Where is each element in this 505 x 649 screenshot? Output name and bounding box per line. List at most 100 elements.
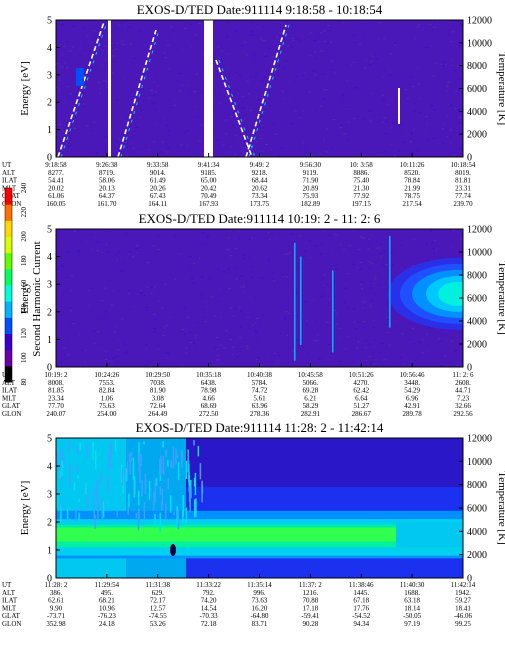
noise-cell bbox=[383, 69, 386, 71]
table-cell: -46.06 bbox=[454, 612, 473, 620]
noise-cell bbox=[406, 98, 409, 100]
heatmap-streak bbox=[66, 508, 69, 519]
table-cell: 77.70 bbox=[48, 402, 64, 410]
noise-cell bbox=[153, 149, 156, 151]
noise-cell bbox=[215, 348, 219, 350]
heatmap-streak bbox=[133, 475, 136, 498]
noise-cell bbox=[164, 283, 167, 285]
noise-cell bbox=[368, 261, 371, 263]
noise-cell bbox=[387, 104, 390, 106]
noise-cell bbox=[458, 116, 461, 118]
noise-cell bbox=[250, 132, 253, 134]
table-cell: 10:11:26 bbox=[400, 161, 425, 169]
noise-cell bbox=[373, 363, 375, 365]
noise-cell bbox=[250, 109, 253, 111]
noise-cell bbox=[318, 358, 321, 360]
noise-cell bbox=[395, 114, 398, 116]
noise-cell bbox=[409, 141, 413, 143]
heatmap-streak bbox=[56, 491, 58, 509]
noise-cell bbox=[93, 330, 96, 332]
table-cell: 64.37 bbox=[99, 192, 115, 200]
colorbar-tick-label: 240 bbox=[20, 182, 28, 193]
noise-cell bbox=[455, 90, 457, 92]
noise-cell bbox=[385, 121, 389, 123]
particle-streak bbox=[60, 21, 108, 157]
noise-cell bbox=[220, 93, 223, 95]
colorbar-segment bbox=[5, 285, 12, 302]
table-cell: 10:56:46 bbox=[400, 371, 425, 379]
noise-cell bbox=[442, 20, 445, 22]
noise-cell bbox=[154, 91, 157, 93]
heatmap-streak bbox=[96, 479, 99, 503]
noise-cell bbox=[451, 340, 454, 342]
noise-cell bbox=[106, 251, 110, 253]
noise-cell bbox=[141, 88, 144, 90]
table-cell: 386. bbox=[50, 589, 63, 597]
noise-cell bbox=[164, 327, 166, 329]
noise-cell bbox=[128, 251, 132, 253]
noise-cell bbox=[215, 67, 217, 69]
noise-cell bbox=[413, 129, 415, 131]
table-cell: 254.00 bbox=[97, 410, 117, 418]
noise-cell bbox=[241, 346, 244, 348]
noise-cell bbox=[62, 295, 64, 297]
table-cell: 289.78 bbox=[403, 410, 423, 418]
noise-cell bbox=[331, 264, 335, 266]
noise-cell bbox=[274, 58, 277, 60]
table-cell: 90.28 bbox=[303, 620, 319, 628]
noise-cell bbox=[188, 331, 191, 333]
noise-cell bbox=[249, 266, 252, 268]
noise-cell bbox=[399, 357, 403, 359]
noise-cell bbox=[328, 30, 331, 32]
noise-cell bbox=[430, 104, 434, 106]
noise-cell bbox=[268, 257, 271, 259]
noise-cell bbox=[238, 238, 240, 240]
noise-cell bbox=[207, 306, 209, 308]
noise-cell bbox=[253, 325, 256, 327]
noise-cell bbox=[442, 65, 445, 67]
noise-cell bbox=[374, 278, 377, 280]
noise-cell bbox=[286, 276, 289, 278]
noise-cell bbox=[386, 317, 388, 319]
noise-cell bbox=[115, 99, 118, 101]
noise-cell bbox=[257, 27, 259, 29]
table-cell: 21.30 bbox=[353, 184, 369, 192]
noise-cell bbox=[357, 242, 359, 244]
heatmap-streak bbox=[99, 473, 102, 485]
colorbar-segment bbox=[5, 204, 12, 221]
noise-cell bbox=[260, 138, 263, 140]
noise-cell bbox=[332, 118, 336, 120]
noise-cell bbox=[193, 229, 195, 231]
y2-tick-label: 6000 bbox=[467, 504, 487, 515]
table-cell: 72.64 bbox=[150, 402, 166, 410]
table-cell: 272.50 bbox=[199, 410, 219, 418]
table-row-label: ALT bbox=[2, 169, 16, 177]
heatmap-streak bbox=[193, 499, 196, 518]
noise-cell bbox=[61, 330, 64, 332]
noise-cell bbox=[183, 333, 187, 335]
noise-cell bbox=[373, 114, 375, 116]
noise-cell bbox=[230, 327, 234, 329]
table-cell: 10:18:54 bbox=[451, 161, 476, 169]
noise-cell bbox=[112, 357, 115, 359]
particle-streak bbox=[120, 29, 160, 157]
noise-cell bbox=[200, 242, 203, 244]
noise-cell bbox=[229, 255, 233, 257]
table-cell: 62.61 bbox=[48, 597, 64, 605]
noise-cell bbox=[104, 135, 108, 137]
noise-cell bbox=[322, 21, 324, 23]
noise-cell bbox=[278, 355, 281, 357]
noise-cell bbox=[149, 365, 152, 367]
noise-cell bbox=[237, 287, 240, 289]
noise-cell bbox=[245, 345, 249, 347]
table-cell: 6.64 bbox=[355, 394, 368, 402]
noise-cell bbox=[194, 34, 197, 36]
noise-cell bbox=[277, 351, 279, 353]
noise-cell bbox=[331, 69, 334, 71]
noise-cell bbox=[294, 80, 296, 82]
table-cell: 11:33:22 bbox=[196, 581, 221, 589]
table-cell: 217.54 bbox=[403, 200, 423, 208]
noise-cell bbox=[378, 22, 382, 24]
noise-cell bbox=[355, 341, 357, 343]
table-cell: 9:49: 2 bbox=[250, 161, 270, 169]
